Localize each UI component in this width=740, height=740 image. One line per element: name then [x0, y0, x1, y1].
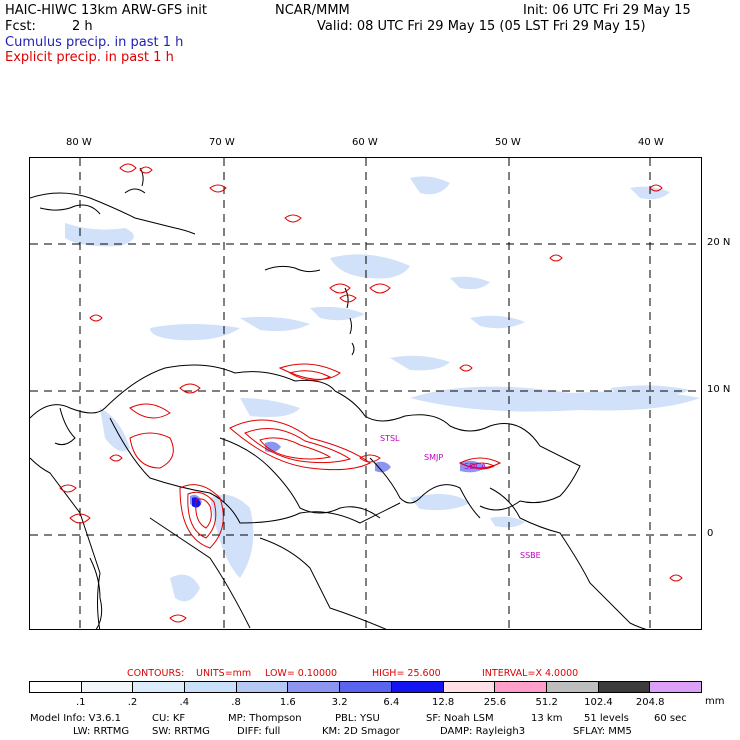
legend-label: 1.6 — [279, 697, 296, 708]
map-canvas — [30, 158, 701, 629]
legend-swatch — [545, 681, 598, 693]
legend-label: 25.6 — [483, 697, 507, 708]
legend-swatch — [649, 681, 702, 693]
coastlines — [30, 167, 647, 629]
precipitation-map: STSL SMJP SDCA SSBE — [29, 157, 702, 630]
lat-label-10n: 10 N — [707, 384, 731, 395]
model-info-item: DAMP: Rayleigh3 — [440, 726, 526, 737]
model-info-item: PBL: YSU — [335, 713, 380, 724]
legend-label: .2 — [127, 697, 138, 708]
legend-swatch — [80, 681, 133, 693]
legend-swatch — [235, 681, 288, 693]
legend-swatch — [597, 681, 650, 693]
station-ssbe: SSBE — [520, 551, 541, 560]
station-stsl: STSL — [380, 434, 400, 443]
legend-label: .4 — [179, 697, 190, 708]
model-info-item: Model Info: V3.6.1 — [30, 713, 121, 724]
legend-swatch — [494, 681, 546, 693]
model-info-item: SF: Noah LSM — [426, 713, 494, 724]
lat-label-0: 0 — [707, 528, 714, 539]
model-info-item: SW: RRTMG — [152, 726, 210, 737]
model-info-item: CU: KF — [152, 713, 186, 724]
lon-label-60w: 60 W — [352, 137, 378, 148]
heavy-precip-core — [192, 497, 201, 508]
model-info-item: MP: Thompson — [228, 713, 302, 724]
valid-time: Valid: 08 UTC Fri 29 May 15 (05 LST Fri … — [317, 19, 646, 34]
legend-swatch — [442, 681, 495, 693]
legend-label: 51.2 — [535, 697, 558, 708]
model-info-item: 13 km — [531, 713, 563, 724]
legend-swatch — [287, 681, 340, 693]
lon-label-50w: 50 W — [495, 137, 521, 148]
lon-label-80w: 80 W — [66, 137, 92, 148]
cumulus-legend: Cumulus precip. in past 1 h — [5, 35, 184, 50]
legend-swatch — [339, 681, 391, 693]
legend-label: 3.2 — [331, 697, 348, 708]
contours-units: UNITS=mm — [196, 668, 252, 679]
legend-swatch — [184, 681, 236, 693]
station-sdca: SDCA — [464, 462, 487, 471]
legend-label: 204.8 — [635, 697, 665, 708]
forecast-label: Fcst: — [5, 19, 36, 34]
station-smjp: SMJP — [424, 453, 444, 462]
model-info-item: SFLAY: MM5 — [573, 726, 632, 737]
model-info-item: LW: RRTMG — [73, 726, 130, 737]
legend-label: 12.8 — [432, 697, 455, 708]
legend-swatch — [390, 681, 443, 693]
lat-lon-grid — [30, 158, 701, 629]
precip-color-scale — [29, 681, 702, 693]
lon-label-70w: 70 W — [209, 137, 235, 148]
legend-swatch — [132, 681, 185, 693]
legend-swatch — [29, 681, 81, 693]
legend-label: 102.4 — [584, 697, 613, 708]
explicit-legend: Explicit precip. in past 1 h — [5, 50, 174, 65]
legend-unit: mm — [705, 696, 725, 707]
contours-low: LOW= 0.10000 — [265, 668, 338, 679]
contours-high: HIGH= 25.600 — [372, 668, 441, 679]
model-info-item: 60 sec — [654, 713, 687, 724]
model-title: HAIC-HIWC 13km ARW-GFS init — [5, 3, 207, 18]
model-info-item: KM: 2D Smagor — [322, 726, 400, 737]
legend-label: 6.4 — [383, 697, 400, 708]
contours-interval: INTERVAL=X 4.0000 — [482, 668, 579, 679]
model-info-item: 51 levels — [584, 713, 629, 724]
explicit-precip-contours — [59, 163, 683, 623]
org-label: NCAR/MMM — [275, 3, 350, 18]
legend-label: .1 — [75, 697, 86, 708]
lat-label-20n: 20 N — [707, 237, 731, 248]
legend-label: .8 — [231, 697, 241, 708]
model-info-item: DIFF: full — [237, 726, 281, 737]
cumulus-precip-areas — [65, 176, 700, 602]
contours-label: CONTOURS: — [127, 668, 185, 679]
lon-label-40w: 40 W — [638, 137, 664, 148]
forecast-value: 2 h — [72, 19, 93, 34]
init-time: Init: 06 UTC Fri 29 May 15 — [523, 3, 691, 18]
